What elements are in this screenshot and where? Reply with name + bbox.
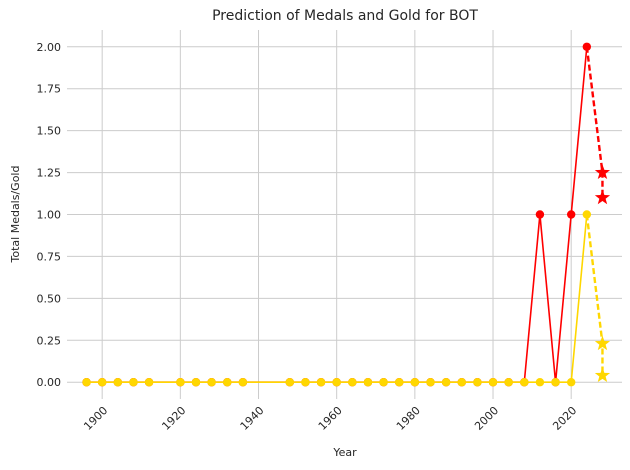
y-tick-label: 1.50 xyxy=(37,125,62,138)
gold-historical-point xyxy=(551,378,560,387)
gold-historical-point xyxy=(82,378,91,387)
y-tick-label: 0.50 xyxy=(37,292,62,305)
x-tick-label: 1940 xyxy=(238,404,267,433)
gold-historical-point xyxy=(129,378,138,387)
gold-historical-point xyxy=(504,378,513,387)
grid xyxy=(67,30,622,399)
plot-area xyxy=(82,42,611,387)
gold-historical-point xyxy=(191,378,201,387)
gold-historical-point xyxy=(176,378,185,387)
gold-historical-point xyxy=(426,378,435,387)
y-tick-label: 0.25 xyxy=(37,334,62,347)
gold-historical-point xyxy=(316,378,326,387)
x-tick-label: 2000 xyxy=(472,404,501,433)
gold-historical-point xyxy=(457,378,466,387)
x-tick-label: 1960 xyxy=(316,404,345,433)
x-tick-label: 1920 xyxy=(159,404,188,433)
y-axis-ticks: 0.00 0.25 0.50 0.75 1.00 1.25 1.50 1.75 2.00 xyxy=(37,41,62,389)
medals-prediction-point xyxy=(594,189,611,205)
gold-prediction-point xyxy=(594,367,611,382)
gold-historical-point xyxy=(473,378,482,387)
medals-historical-point xyxy=(566,210,576,219)
medals-historical-point xyxy=(535,210,545,219)
gold-historical-point xyxy=(238,378,248,387)
gold-historical-point xyxy=(488,378,498,387)
gold-historical-point xyxy=(441,378,451,387)
x-tick-label: 1900 xyxy=(81,404,110,433)
y-tick-label: 2.00 xyxy=(37,41,62,54)
gold-historical-point xyxy=(113,378,123,387)
gold-historical-point xyxy=(223,378,232,387)
medals-prediction-point xyxy=(594,164,611,180)
x-tick-label: 1980 xyxy=(394,404,423,433)
gold-prediction-point xyxy=(594,335,611,351)
gold-historical-point xyxy=(535,378,545,387)
y-tick-label: 1.75 xyxy=(37,83,62,96)
y-axis-label: Total Medals/Gold xyxy=(9,166,22,264)
gold-historical-point xyxy=(363,378,373,387)
gold-historical-point xyxy=(301,378,310,387)
gold-historical-point xyxy=(520,378,529,387)
gold-prediction-line xyxy=(585,214,604,376)
gold-historical-point xyxy=(410,378,420,387)
gold-historical-point xyxy=(332,378,341,387)
gold-historical-point xyxy=(348,378,357,387)
gold-historical-point xyxy=(97,378,107,387)
gold-historical-point xyxy=(144,378,154,387)
chart-title: Prediction of Medals and Gold for BOT xyxy=(212,8,478,24)
gold-historical-point xyxy=(285,378,294,387)
gold-historical-point xyxy=(395,378,404,387)
x-axis-label: Year xyxy=(332,446,357,459)
y-tick-label: 0.75 xyxy=(37,250,62,263)
y-tick-label: 1.25 xyxy=(37,167,62,180)
x-axis-ticks: 1900 1920 1940 1960 1980 2000 2020 xyxy=(81,404,579,433)
gold-historical-point xyxy=(566,378,576,387)
gold-historical-point xyxy=(207,378,216,387)
x-tick-label: 2020 xyxy=(550,404,579,433)
y-tick-label: 0.00 xyxy=(37,376,62,389)
y-tick-label: 1.00 xyxy=(37,209,62,222)
gold-historical-point xyxy=(379,378,388,387)
